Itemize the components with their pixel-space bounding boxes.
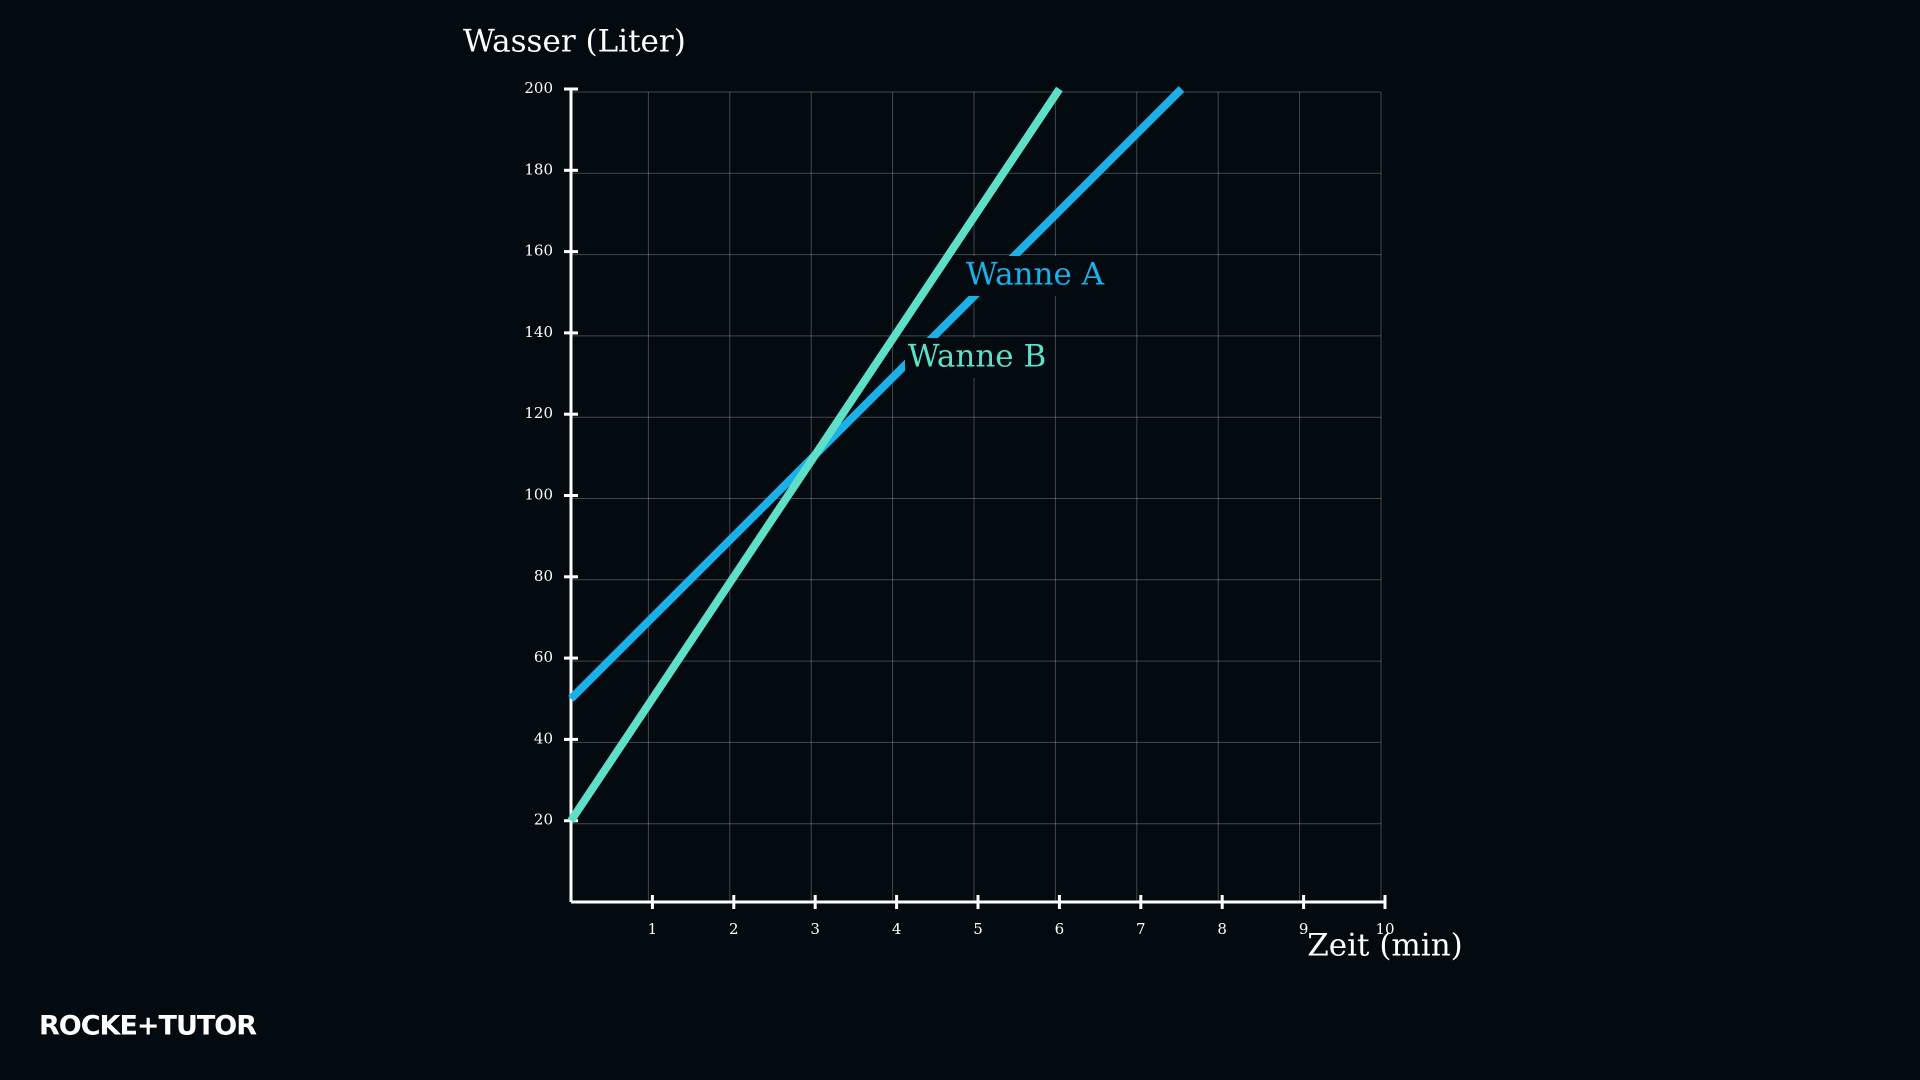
series-label: Wanne A: [966, 257, 1105, 293]
series-line: [568, 86, 1185, 702]
x-tick-label: 8: [1217, 920, 1227, 938]
x-tick-label: 2: [729, 920, 739, 938]
x-tick-label: 1: [648, 920, 658, 938]
y-tick-label: 100: [524, 486, 553, 504]
y-tick-label: 180: [524, 160, 553, 178]
y-tick-label: 80: [534, 567, 553, 585]
y-tick-label: 20: [534, 811, 553, 829]
y-tick-label: 60: [534, 648, 553, 666]
x-tick-label: 9: [1299, 920, 1309, 938]
x-axis-label: Zeit (min): [1307, 928, 1463, 964]
x-tick-label: 5: [973, 920, 983, 938]
y-tick-label: 120: [524, 404, 553, 422]
x-tick-label: 4: [892, 920, 902, 938]
x-tick-label: 10: [1375, 920, 1394, 938]
y-tick-label: 140: [524, 323, 553, 341]
logo: ROCKE+TUTOR: [39, 1011, 257, 1042]
label-bg: [963, 256, 1107, 296]
x-tick-label: 6: [1055, 920, 1065, 938]
series-line: [567, 86, 1063, 823]
y-tick-label: 40: [534, 729, 553, 747]
x-tick-label: 7: [1136, 920, 1146, 938]
label-bg: [905, 338, 1049, 378]
x-tick-label: 3: [810, 920, 820, 938]
series-label: Wanne B: [908, 339, 1047, 375]
y-tick-label: 160: [524, 242, 553, 260]
y-axis-label: Wasser (Liter): [463, 24, 686, 60]
y-tick-label: 200: [524, 79, 553, 97]
